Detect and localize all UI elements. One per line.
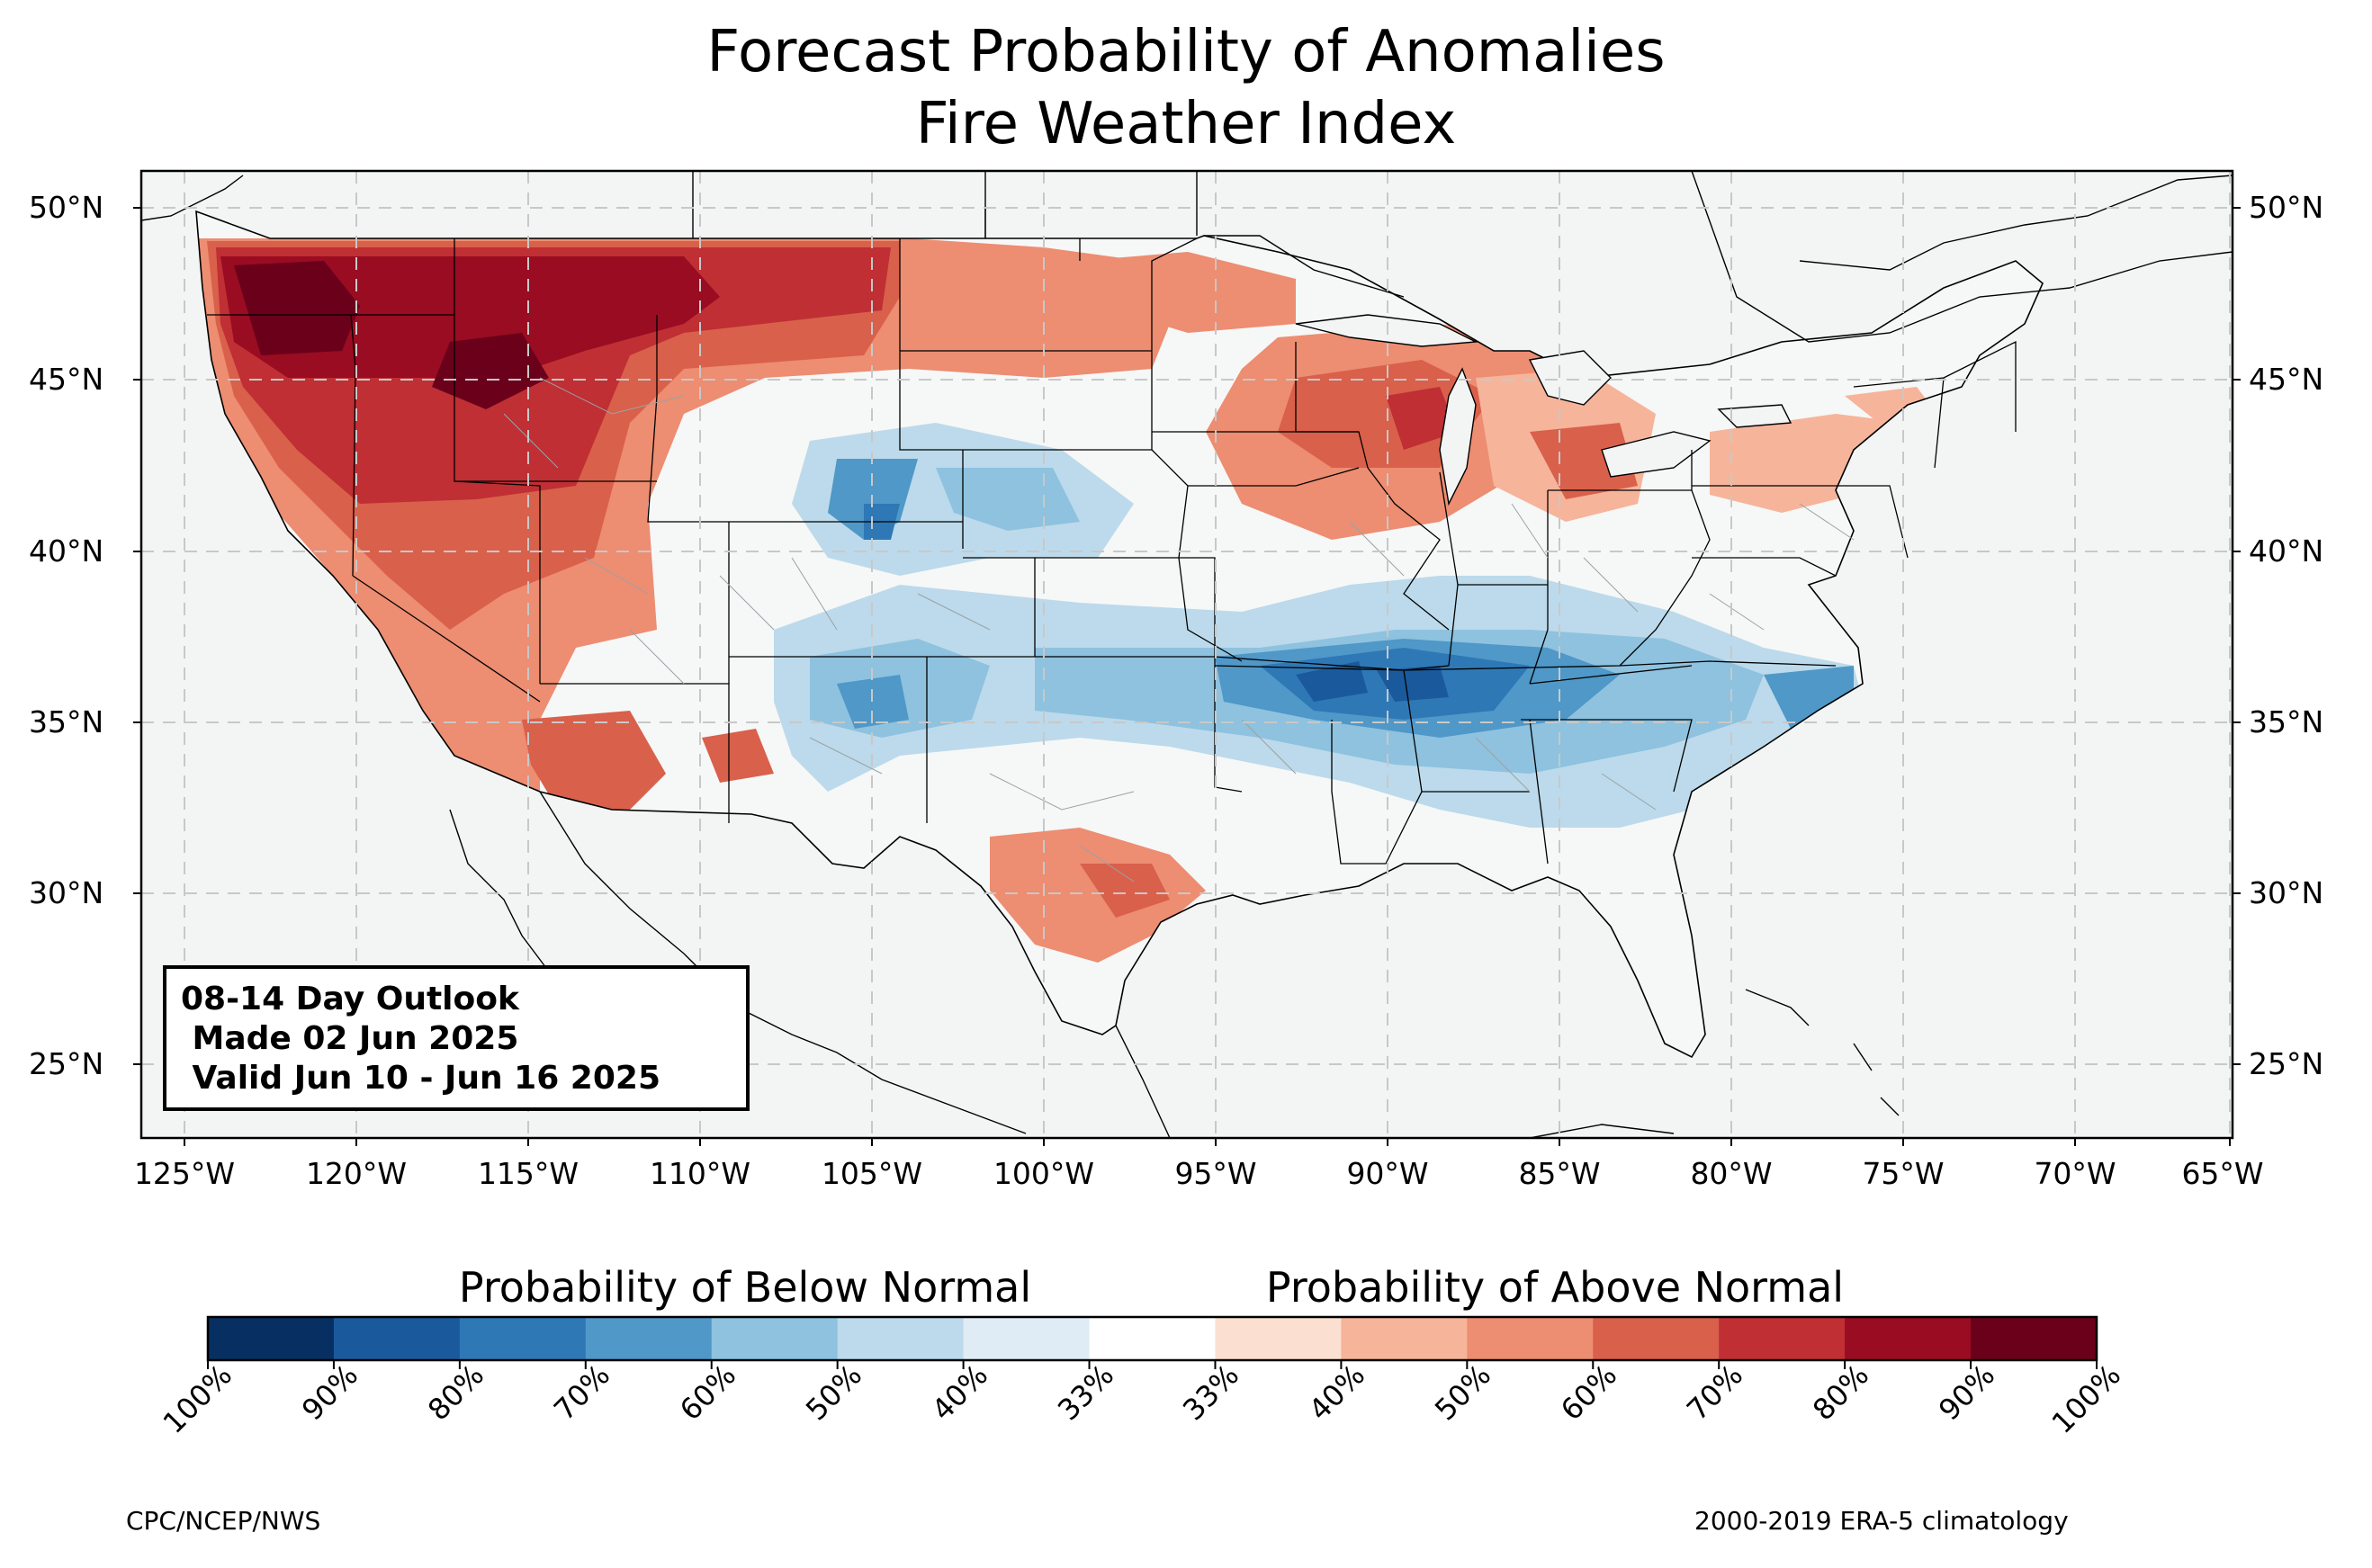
colorbar-swatch xyxy=(208,1317,335,1360)
lat-label-left: 45°N xyxy=(29,362,104,397)
colorbar-swatch xyxy=(1971,1317,2098,1360)
lon-label: 115°W xyxy=(477,1156,580,1191)
made-date: Made 02 Jun 2025 xyxy=(181,1020,519,1057)
lon-label: 70°W xyxy=(2034,1156,2116,1191)
lon-label: 110°W xyxy=(649,1156,751,1191)
lat-label-left: 25°N xyxy=(29,1046,104,1081)
colorbar-swatch xyxy=(1719,1317,1846,1360)
lon-label: 105°W xyxy=(821,1156,923,1191)
map-title-line-1: Forecast Probability of Anomalies xyxy=(706,19,1666,85)
lat-label-left: 50°N xyxy=(29,190,104,225)
county-lines xyxy=(503,377,1855,883)
colorbar xyxy=(206,1315,2098,1369)
lat-label-left: 40°N xyxy=(29,533,104,569)
colorbar-swatch xyxy=(459,1317,587,1360)
outlook-info-box: 08-14 Day Outlook Made 02 Jun 2025 Valid… xyxy=(163,965,750,1111)
colorbar-swatch xyxy=(585,1317,713,1360)
lat-label-left: 35°N xyxy=(29,704,104,739)
colorbar-swatch xyxy=(837,1317,965,1360)
colorbar-swatch xyxy=(963,1317,1091,1360)
lat-label-right: 30°N xyxy=(2249,875,2324,910)
colorbar-swatch xyxy=(1089,1317,1216,1360)
footer-source: CPC/NCEP/NWS xyxy=(126,1506,321,1536)
lon-label: 80°W xyxy=(1690,1156,1773,1191)
us-outline xyxy=(195,210,2044,1059)
lat-label-right: 35°N xyxy=(2249,704,2324,739)
colorbar-above-label: Probability of Above Normal xyxy=(1265,1263,1845,1312)
lon-label: 90°W xyxy=(1346,1156,1429,1191)
lon-label: 85°W xyxy=(1518,1156,1601,1191)
colorbar-swatch xyxy=(1467,1317,1594,1360)
colorbar-swatch xyxy=(1593,1317,1720,1360)
colorbar-swatch xyxy=(1341,1317,1468,1360)
outlook-period: 08-14 Day Outlook xyxy=(181,981,519,1017)
lon-label: 75°W xyxy=(1862,1156,1945,1191)
lon-label: 120°W xyxy=(305,1156,408,1191)
colorbar-below-label: Probability of Below Normal xyxy=(458,1263,1032,1312)
colorbar-swatch xyxy=(333,1317,461,1360)
lon-label: 95°W xyxy=(1174,1156,1257,1191)
footer-climatology: 2000-2019 ERA-5 climatology xyxy=(1694,1506,2069,1536)
valid-dates: Valid Jun 10 - Jun 16 2025 xyxy=(181,1060,661,1097)
colorbar-swatch xyxy=(711,1317,839,1360)
map-title-line-2: Fire Weather Index xyxy=(915,91,1457,157)
axis-ticks xyxy=(133,207,2241,1146)
map-frame xyxy=(139,169,2234,1140)
lat-label-right: 25°N xyxy=(2249,1046,2324,1081)
colorbar-swatch xyxy=(1215,1317,1342,1360)
lat-label-left: 30°N xyxy=(29,875,104,910)
lon-label: 125°W xyxy=(133,1156,236,1191)
colorbar-swatch xyxy=(1845,1317,1972,1360)
lon-label: 65°W xyxy=(2181,1156,2264,1191)
lat-label-right: 50°N xyxy=(2249,190,2324,225)
lon-label: 100°W xyxy=(993,1156,1095,1191)
lat-label-right: 45°N xyxy=(2249,362,2324,397)
colorbar-frame xyxy=(206,1315,2098,1362)
lat-label-right: 40°N xyxy=(2249,533,2324,569)
